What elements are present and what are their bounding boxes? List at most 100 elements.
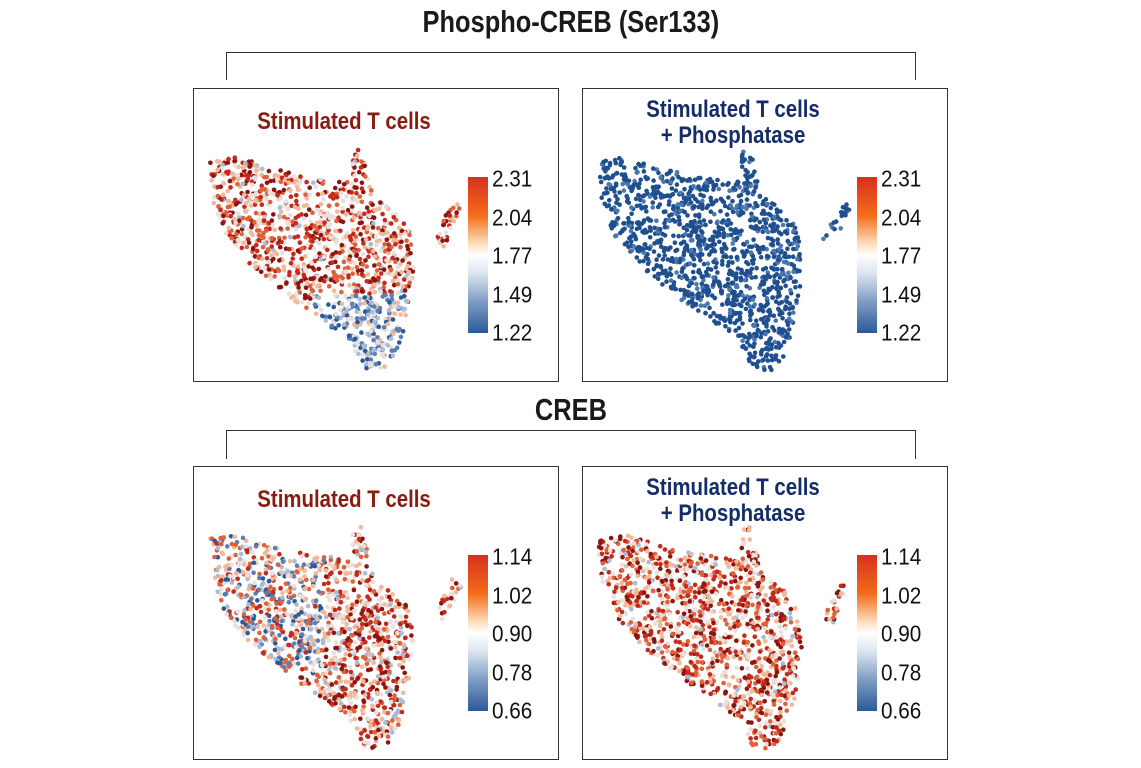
cell-point <box>763 197 769 202</box>
cell-point <box>383 292 388 298</box>
cell-point <box>326 228 331 233</box>
cell-point <box>703 588 708 594</box>
cell-point <box>394 684 400 690</box>
cell-point <box>356 541 361 547</box>
cell-point <box>440 238 445 244</box>
cell-point <box>373 272 379 277</box>
cell-point <box>668 278 674 283</box>
cell-point <box>285 573 291 579</box>
cell-point <box>761 680 767 685</box>
cell-point <box>334 645 340 651</box>
cell-point <box>320 671 326 677</box>
cell-point <box>738 656 743 661</box>
cell-point <box>310 638 315 643</box>
cell-point <box>670 649 675 655</box>
cell-point <box>269 252 274 258</box>
cell-point <box>359 330 364 335</box>
cell-point <box>671 233 676 239</box>
cell-point <box>400 690 406 696</box>
cell-point <box>400 284 406 289</box>
cell-point <box>610 220 615 225</box>
cell-point <box>354 252 359 257</box>
cell-point <box>355 268 361 273</box>
cell-point <box>266 221 272 226</box>
cell-point <box>757 219 763 225</box>
cell-point <box>665 648 670 654</box>
cell-point <box>776 230 782 235</box>
cell-point <box>733 649 738 654</box>
cell-point <box>637 259 642 264</box>
cell-point <box>686 191 691 196</box>
cell-point <box>693 213 698 218</box>
cell-point <box>789 222 794 228</box>
cell-point <box>232 155 238 160</box>
cell-point <box>725 655 730 661</box>
cell-point <box>603 169 608 174</box>
cell-point <box>770 284 775 290</box>
cell-point <box>272 274 277 279</box>
cell-point <box>352 680 357 685</box>
cell-point <box>403 635 408 640</box>
cell-point <box>355 147 361 153</box>
cell-point <box>441 218 446 224</box>
cell-point <box>698 175 703 181</box>
cell-point <box>774 618 779 624</box>
cell-point <box>334 218 339 224</box>
cell-point <box>357 636 362 641</box>
cell-point <box>291 583 297 589</box>
cell-point <box>791 279 797 285</box>
cell-point <box>215 167 220 173</box>
cell-point <box>264 560 269 566</box>
cell-point <box>732 702 737 708</box>
cell-point <box>369 188 374 193</box>
cell-point <box>393 725 398 731</box>
cell-point <box>310 210 315 215</box>
cell-point <box>336 692 342 698</box>
cell-point <box>377 664 383 669</box>
cell-point <box>351 231 356 237</box>
cell-point <box>377 588 382 594</box>
cell-point <box>762 625 768 631</box>
cell-point <box>312 302 318 307</box>
cell-point <box>685 639 691 644</box>
cell-point <box>730 241 735 246</box>
cell-point <box>283 581 289 587</box>
cell-point <box>692 589 698 595</box>
cell-point <box>632 580 638 586</box>
cell-point <box>233 623 238 628</box>
cell-point <box>348 700 354 706</box>
cell-point <box>322 610 327 616</box>
cell-point <box>378 248 384 253</box>
cell-point <box>832 226 837 232</box>
cell-point <box>704 272 710 278</box>
cell-point <box>606 582 611 587</box>
cell-point <box>748 224 754 230</box>
colorbar-tick-label: 2.31 <box>881 165 922 192</box>
cell-point <box>229 580 235 585</box>
cell-point <box>333 701 338 706</box>
cell-point <box>274 621 280 627</box>
cell-point <box>727 317 732 323</box>
cell-point <box>635 569 641 575</box>
cell-point <box>327 661 332 666</box>
cell-point <box>368 723 374 729</box>
cell-point <box>280 250 285 255</box>
cell-point <box>243 544 249 549</box>
cell-point <box>740 204 745 210</box>
cell-point <box>362 692 368 698</box>
cell-point <box>354 549 360 554</box>
cell-point <box>310 662 316 667</box>
cell-point <box>598 538 603 544</box>
cell-point <box>679 297 684 303</box>
cell-point <box>385 588 391 593</box>
cell-point <box>263 571 269 576</box>
cell-point <box>299 256 304 261</box>
cell-point <box>337 589 343 595</box>
cell-point <box>712 229 718 235</box>
cell-point <box>770 724 776 730</box>
cell-point <box>396 225 402 230</box>
cell-point <box>761 671 766 676</box>
cell-point <box>705 261 711 266</box>
cell-point <box>708 572 714 578</box>
cell-point <box>226 156 231 162</box>
